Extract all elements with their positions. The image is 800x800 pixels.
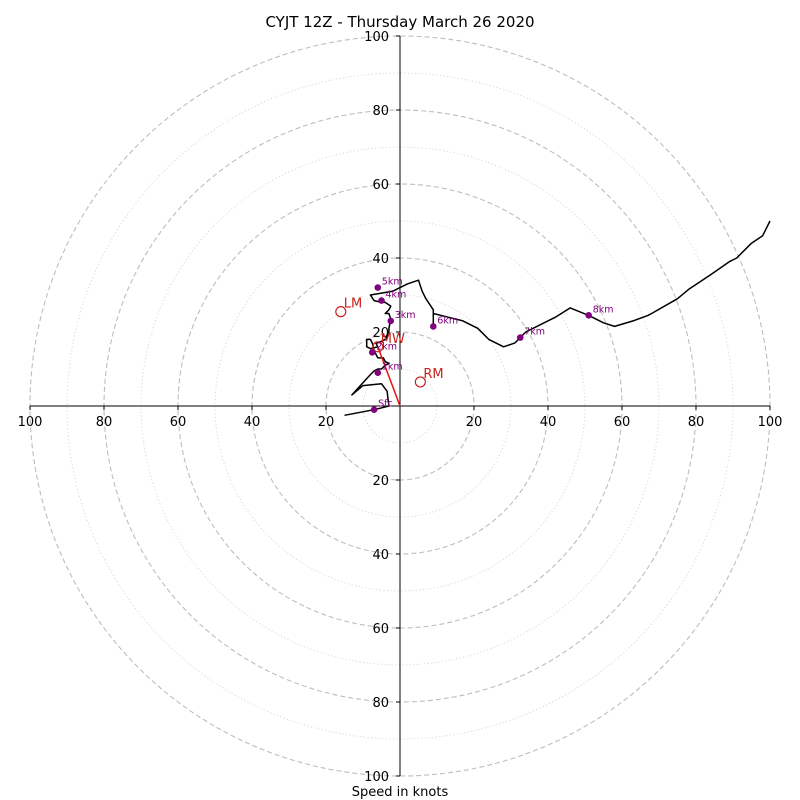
height-marker-6km: [430, 323, 437, 330]
x-tick-label: 80: [96, 415, 113, 430]
y-tick-label: 80: [372, 104, 389, 119]
x-tick-label: 20: [466, 415, 483, 430]
storm-motion-label-lm: LM: [344, 297, 362, 312]
x-tick-label: 40: [540, 415, 557, 430]
x-ticks: 100 80 60 40 20 20 40 60 80 100: [18, 406, 783, 430]
y-tick-label: 80: [372, 696, 389, 711]
y-tick-label: 100: [364, 770, 389, 785]
height-marker-5km: [374, 284, 382, 291]
x-tick-label: 100: [758, 415, 783, 430]
storm-motion: LM MW RM: [335, 297, 444, 407]
height-marker-sfc: [370, 406, 378, 414]
x-tick-label: 100: [18, 415, 43, 430]
hodograph-line: [344, 220, 771, 417]
storm-motion-label-rm: RM: [423, 367, 443, 382]
storm-motion-marker-mw: [372, 341, 384, 353]
y-tick-label: 100: [364, 30, 389, 45]
height-marker-1km: [374, 369, 382, 377]
chart-title: CYJT 12Z - Thursday March 26 2020: [265, 13, 534, 31]
x-tick-label: 60: [614, 415, 631, 430]
height-label-7km: 7km: [524, 327, 545, 338]
height-marker-7km: [516, 334, 524, 341]
height-label-5km: 5km: [382, 277, 403, 288]
height-label-sfc: Sfc: [378, 399, 393, 410]
height-marker-3km: [387, 317, 395, 325]
height-label-8km: 8km: [593, 304, 614, 315]
y-tick-label: 60: [372, 178, 389, 193]
mean-wind-vector: [377, 346, 401, 407]
hodograph-trace: [344, 220, 771, 417]
height-label-6km: 6km: [437, 315, 458, 326]
x-tick-label: 40: [244, 415, 261, 430]
storm-motion-marker-rm: [414, 376, 426, 388]
y-tick-label: 40: [372, 548, 389, 563]
height-label-2km: 2km: [376, 341, 397, 352]
height-marker-2km: [368, 349, 376, 356]
height-markers: Sfc 1km 2km 3km 4km 5km 6km 7km 8km: [368, 277, 614, 414]
y-tick-label: 40: [372, 252, 389, 267]
y-tick-label: 60: [372, 622, 389, 637]
x-tick-label: 80: [688, 415, 705, 430]
y-tick-label: 20: [372, 474, 389, 489]
height-label-3km: 3km: [395, 310, 416, 321]
y-tick-label: 20: [372, 326, 389, 341]
x-tick-label: 60: [170, 415, 187, 430]
y-ticks: 100 80 60 40 20 20 40 60 80 100: [364, 30, 400, 785]
height-label-4km: 4km: [386, 290, 407, 301]
height-marker-4km: [378, 297, 385, 304]
x-axis-label: Speed in knots: [352, 785, 449, 800]
storm-motion-label-mw: MW: [381, 332, 405, 347]
height-label-1km: 1km: [382, 362, 403, 373]
x-tick-label: 20: [318, 415, 335, 430]
storm-motion-marker-lm: [335, 306, 347, 318]
height-marker-8km: [585, 312, 592, 319]
